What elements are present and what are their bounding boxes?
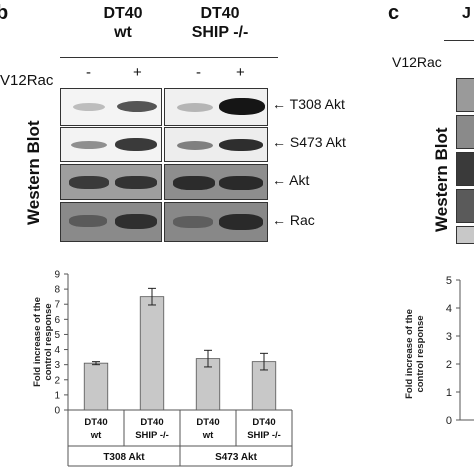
panel-c-blot-row	[456, 78, 474, 112]
blot-s473-right	[164, 127, 268, 162]
column-header-ship: DT40 SHIP -/-	[175, 4, 265, 42]
band	[117, 101, 157, 112]
blot-label-t308-text: T308 Akt	[289, 96, 345, 112]
panel-c-underline	[444, 40, 474, 41]
y-axis-label-line1: Fold increase of the	[32, 297, 43, 387]
blot-label-rac-text: Rac	[289, 212, 315, 228]
column-header-wt-line2: wt	[114, 24, 132, 41]
panel-c-y-tick-label: 0	[446, 415, 452, 427]
group-label: S473 Akt	[215, 452, 258, 463]
panel-c-y-tick-label: 2	[446, 359, 452, 371]
bar	[83, 362, 109, 411]
y-tick-label: 2	[54, 375, 60, 386]
y-tick-label: 3	[54, 360, 60, 371]
band	[69, 176, 109, 189]
category-label-line1: DT40	[252, 417, 275, 428]
left-arrow-icon: ←	[272, 172, 286, 188]
blot-label-s473: ← S473 Akt	[272, 134, 346, 150]
panel-c-blot-row	[456, 226, 474, 244]
panel-c-y-axis-label-line2: control response	[415, 315, 426, 392]
band	[69, 215, 107, 227]
panel-c-treatment-label: V12Rac	[392, 54, 442, 70]
y-tick-label: 8	[54, 285, 60, 296]
panel-c-blot-row	[456, 115, 474, 149]
band	[219, 176, 263, 190]
blot-label-s473-text: S473 Akt	[289, 134, 346, 150]
blot-akt-left	[60, 164, 162, 200]
band	[173, 216, 213, 228]
y-axis-label-line2: control response	[43, 303, 54, 380]
band	[115, 214, 157, 229]
band	[115, 176, 157, 189]
band	[177, 141, 213, 150]
panel-c-y-tick-label: 4	[446, 303, 452, 315]
band	[219, 214, 263, 230]
blot-akt-right	[164, 164, 268, 200]
panel-c-blot-row	[456, 152, 474, 186]
y-tick-label: 5	[54, 330, 60, 341]
band	[219, 139, 263, 151]
category-label-line2: wt	[90, 430, 102, 441]
blot-t308-left	[60, 88, 162, 126]
y-tick-label: 4	[54, 345, 60, 356]
y-tick-label: 1	[54, 390, 60, 401]
treatment-label: V12Rac	[0, 72, 54, 89]
left-arrow-icon: ←	[272, 96, 286, 112]
blot-s473-left	[60, 127, 162, 162]
band	[115, 138, 157, 151]
panel-c-y-axis-label-line1: Fold increase of the	[404, 309, 415, 399]
blot-label-rac: ← Rac	[272, 212, 315, 228]
y-tick-label: 7	[54, 300, 60, 311]
panel-c-y-tick-label: 1	[446, 387, 452, 399]
lane-sign-2: +	[133, 64, 142, 81]
bar	[139, 296, 165, 411]
band	[173, 176, 215, 190]
band	[177, 103, 213, 112]
y-tick-label: 0	[54, 406, 60, 417]
group-label: T308 Akt	[103, 452, 145, 463]
category-label-line1: DT40	[196, 417, 219, 428]
western-blot-label: Western Blot	[24, 120, 43, 225]
band	[73, 103, 105, 111]
blot-label-t308: ← T308 Akt	[272, 96, 345, 112]
panel-c-blot-row	[456, 189, 474, 223]
blot-t308-right	[164, 88, 268, 126]
panel-c-column-header: J	[462, 5, 471, 22]
blot-rac-right	[164, 202, 268, 242]
blot-label-akt: ← Akt	[272, 172, 309, 188]
column-header-wt-line1: DT40	[103, 5, 143, 22]
column-header-ship-line2: SHIP -/-	[191, 24, 249, 41]
left-arrow-icon: ←	[272, 134, 286, 150]
header-underline	[60, 57, 278, 58]
column-header-ship-line1: DT40	[200, 5, 240, 22]
category-label-line2: wt	[202, 430, 214, 441]
panel-c-y-tick-label: 5	[446, 275, 452, 287]
panel-letter-c: c	[388, 2, 400, 24]
category-label-line1: DT40	[140, 417, 163, 428]
column-header-wt: DT40 wt	[88, 4, 158, 42]
left-arrow-icon: ←	[272, 212, 286, 228]
panel-c-axis: 5 4 3 2 1 0 Fold increase of the control respon…	[404, 275, 474, 427]
bar-chart: 0 1 2 3 4 5 6 7 8 9 Fold increase of the control re…	[32, 270, 293, 467]
band	[71, 141, 107, 149]
category-label-line2: SHIP -/-	[135, 430, 169, 441]
y-tick-label: 6	[54, 315, 60, 326]
panel-c-western-blot-label: Western Blot	[432, 127, 451, 232]
blot-rac-left	[60, 202, 162, 242]
panel-c-y-tick-label: 3	[446, 331, 452, 343]
category-label-line1: DT40	[84, 417, 107, 428]
blot-label-akt-text: Akt	[289, 172, 310, 188]
category-label-line2: SHIP -/-	[247, 430, 281, 441]
y-tick-label: 9	[54, 270, 60, 281]
band	[219, 98, 265, 115]
lane-sign-4: +	[236, 64, 245, 81]
lane-sign-1: -	[86, 64, 91, 81]
panel-letter-b: b	[0, 2, 9, 24]
lane-sign-3: -	[196, 64, 201, 81]
